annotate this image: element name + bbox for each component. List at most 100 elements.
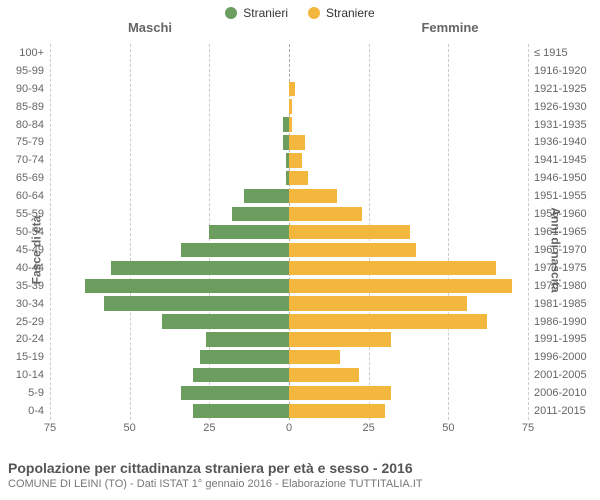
legend-swatch-male (225, 7, 237, 19)
chart-footer: Popolazione per cittadinanza straniera p… (8, 460, 592, 490)
age-label: 95-99 (0, 62, 48, 80)
bar-row (50, 151, 528, 169)
age-label: 70-74 (0, 151, 48, 169)
chart-title: Popolazione per cittadinanza straniera p… (8, 460, 592, 476)
plot-area (50, 44, 528, 420)
bar-male (104, 296, 289, 310)
bar-male (193, 368, 289, 382)
x-tick-label: 75 (44, 422, 56, 434)
gridline (528, 44, 529, 420)
age-label: 50-54 (0, 223, 48, 241)
birth-label: 1986-1990 (530, 313, 600, 331)
bar-row (50, 384, 528, 402)
birth-axis-labels: ≤ 19151916-19201921-19251926-19301931-19… (530, 44, 600, 420)
bar-female (289, 189, 337, 203)
age-label: 10-14 (0, 366, 48, 384)
bar-row (50, 134, 528, 152)
bar-female (289, 171, 308, 185)
age-label: 100+ (0, 44, 48, 62)
bar-female (289, 243, 416, 257)
bar-female (289, 314, 487, 328)
birth-label: 2011-2015 (530, 402, 600, 420)
bar-male (193, 404, 289, 418)
birth-label: 1916-1920 (530, 62, 600, 80)
bar-male (200, 350, 289, 364)
bar-row (50, 366, 528, 384)
gender-headers: Maschi Femmine (0, 20, 600, 38)
bar-female (289, 135, 305, 149)
bar-female (289, 261, 496, 275)
legend: Stranieri Straniere (0, 0, 600, 20)
legend-label-female: Straniere (326, 6, 375, 20)
bar-male (206, 332, 289, 346)
birth-label: ≤ 1915 (530, 44, 600, 62)
x-tick-label: 0 (286, 422, 292, 434)
birth-label: 2006-2010 (530, 384, 600, 402)
bar-male (162, 314, 289, 328)
bar-row (50, 62, 528, 80)
x-tick-label: 25 (203, 422, 215, 434)
age-label: 45-49 (0, 241, 48, 259)
age-label: 80-84 (0, 116, 48, 134)
bar-row (50, 80, 528, 98)
age-label: 35-39 (0, 277, 48, 295)
bar-female (289, 99, 292, 113)
legend-item-male: Stranieri (225, 6, 288, 20)
birth-label: 1981-1985 (530, 295, 600, 313)
bar-female (289, 332, 391, 346)
bar-row (50, 259, 528, 277)
bar-female (289, 386, 391, 400)
age-label: 55-59 (0, 205, 48, 223)
birth-label: 2001-2005 (530, 366, 600, 384)
bar-row (50, 223, 528, 241)
population-pyramid-chart: Stranieri Straniere Maschi Femmine Fasce… (0, 0, 600, 500)
x-tick-label: 25 (363, 422, 375, 434)
legend-label-male: Stranieri (243, 6, 288, 20)
bar-female (289, 225, 410, 239)
age-label: 30-34 (0, 295, 48, 313)
bar-female (289, 82, 295, 96)
birth-label: 1946-1950 (530, 169, 600, 187)
birth-label: 1941-1945 (530, 151, 600, 169)
bar-row (50, 295, 528, 313)
age-label: 25-29 (0, 313, 48, 331)
bar-male (244, 189, 289, 203)
bar-row (50, 313, 528, 331)
bar-female (289, 350, 340, 364)
age-axis-labels: 100+95-9990-9485-8980-8475-7970-7465-696… (0, 44, 48, 420)
legend-item-female: Straniere (308, 6, 375, 20)
age-label: 65-69 (0, 169, 48, 187)
birth-label: 1971-1975 (530, 259, 600, 277)
bar-row (50, 44, 528, 62)
bar-male (111, 261, 289, 275)
header-female: Femmine (300, 20, 600, 35)
header-male: Maschi (0, 20, 300, 35)
bar-female (289, 279, 512, 293)
bar-male (181, 386, 289, 400)
bar-female (289, 153, 302, 167)
bar-row (50, 241, 528, 259)
birth-label: 1961-1965 (530, 223, 600, 241)
bar-row (50, 98, 528, 116)
bar-row (50, 187, 528, 205)
birth-label: 1931-1935 (530, 116, 600, 134)
bar-row (50, 169, 528, 187)
x-tick-label: 50 (442, 422, 454, 434)
bar-row (50, 348, 528, 366)
birth-label: 1996-2000 (530, 348, 600, 366)
birth-label: 1926-1930 (530, 98, 600, 116)
legend-swatch-female (308, 7, 320, 19)
age-label: 15-19 (0, 348, 48, 366)
chart-subtitle: COMUNE DI LEINI (TO) - Dati ISTAT 1° gen… (8, 478, 592, 490)
birth-label: 1966-1970 (530, 241, 600, 259)
bar-male (85, 279, 289, 293)
age-label: 75-79 (0, 134, 48, 152)
x-tick-label: 50 (124, 422, 136, 434)
bar-male (232, 207, 289, 221)
birth-label: 1991-1995 (530, 330, 600, 348)
bar-row (50, 277, 528, 295)
age-label: 40-44 (0, 259, 48, 277)
bar-female (289, 296, 467, 310)
birth-label: 1936-1940 (530, 134, 600, 152)
bar-row (50, 330, 528, 348)
